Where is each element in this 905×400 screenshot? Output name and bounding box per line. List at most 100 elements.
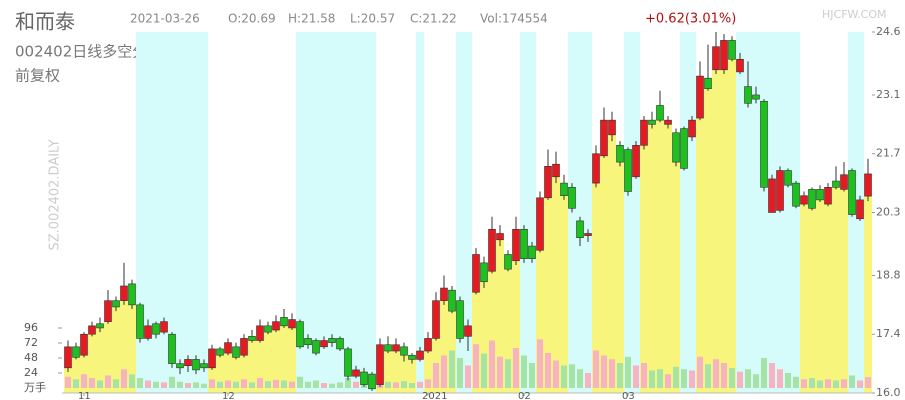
volume-bar [561,365,567,388]
yellow-area [712,69,720,394]
high-label: H:21.58 [288,12,335,26]
volume-bar [89,378,95,388]
volume-bar [689,370,695,388]
yellow-area [392,351,400,393]
candle-body [536,197,544,251]
source: HJCFW.COM [822,8,886,21]
candle-body [304,338,312,346]
stock-name: 和而泰 [15,10,75,34]
yellow-area [216,355,224,393]
yellow-area [608,134,616,393]
cyan-band [520,32,536,393]
candle-body [72,346,80,358]
volume-bar [409,383,415,388]
candle-body [856,199,864,220]
yellow-area [504,269,512,393]
volume-bar [609,359,615,388]
yellow-area [544,197,552,393]
candle-body [432,300,440,339]
volume-bar [73,379,79,388]
volume-bar [633,365,639,388]
candle-body [512,228,520,262]
candle-body [728,40,736,60]
x-tick-label: 2021 [422,391,447,400]
volume-bar [521,355,527,388]
candle-body [816,189,824,201]
yellow-area [240,355,248,393]
volume-bar [865,377,871,388]
candle-body [440,287,448,301]
volume-bar [441,355,447,388]
candle-body [152,323,160,335]
yellow-area [88,334,96,393]
volume-bar [817,380,823,388]
volume-bar [537,339,543,388]
candle-body [824,187,832,205]
candle-body [496,233,504,241]
volume-bar [833,380,839,388]
yellow-area [600,155,608,393]
yellow-area [120,300,128,393]
yellow-area [832,187,840,393]
volume-bar [449,350,455,388]
volume-bar [249,382,255,388]
volume-bar [337,382,343,388]
volume-bar [529,363,535,388]
yellow-area [560,195,568,393]
candle-body [104,300,112,322]
volume-bar [465,365,471,388]
volume-bar [489,340,495,388]
y-tick-label: 17.4 [876,327,901,340]
volume-bar [329,383,335,388]
candle-body [160,321,168,333]
candle-body [368,373,376,390]
volume-bar [857,380,863,388]
yellow-area [512,260,520,393]
volume-bar [617,363,623,388]
volume-bar [649,370,655,388]
volume-bar [233,381,239,388]
candle-body [336,338,344,350]
candle-body [808,189,816,209]
candle-body [648,119,656,125]
candle-body [112,300,120,308]
volume-bar [641,363,647,388]
yellow-area [264,332,272,393]
volume-bar [417,381,423,388]
candle-body [424,338,432,352]
yellow-area [672,162,680,393]
yellow-area [480,281,488,393]
volume-bar [145,380,151,388]
cyan-band [736,32,800,393]
volume-bar [81,374,87,388]
yellow-area [440,300,448,393]
yellow-area [376,384,384,393]
volume-bar [385,381,391,388]
candle-body [272,321,280,331]
candle-body [704,77,712,89]
candle-body [392,344,400,352]
yellow-area [384,351,392,393]
candle-body [232,346,240,358]
volume-bar [433,363,439,388]
yellow-area [280,325,288,393]
candle-body [400,346,408,356]
volume-bar [313,380,319,388]
candle-body [384,344,392,352]
volume-bar [65,376,71,388]
candle-body [840,174,848,190]
candle-body [800,195,808,205]
volume-bar [777,369,783,388]
candle-body [216,348,224,356]
volume-bar [737,371,743,388]
volume-bar [353,381,359,388]
y-tick-label: 23.1 [876,88,901,101]
volume-bar [809,378,815,388]
candle-body [712,46,720,71]
candle-body [376,344,384,385]
candle-body [672,132,680,163]
candle-body [584,233,592,236]
candle-body [560,182,568,197]
candle-body [720,40,728,71]
y2-tick-label: 96 [24,321,38,334]
